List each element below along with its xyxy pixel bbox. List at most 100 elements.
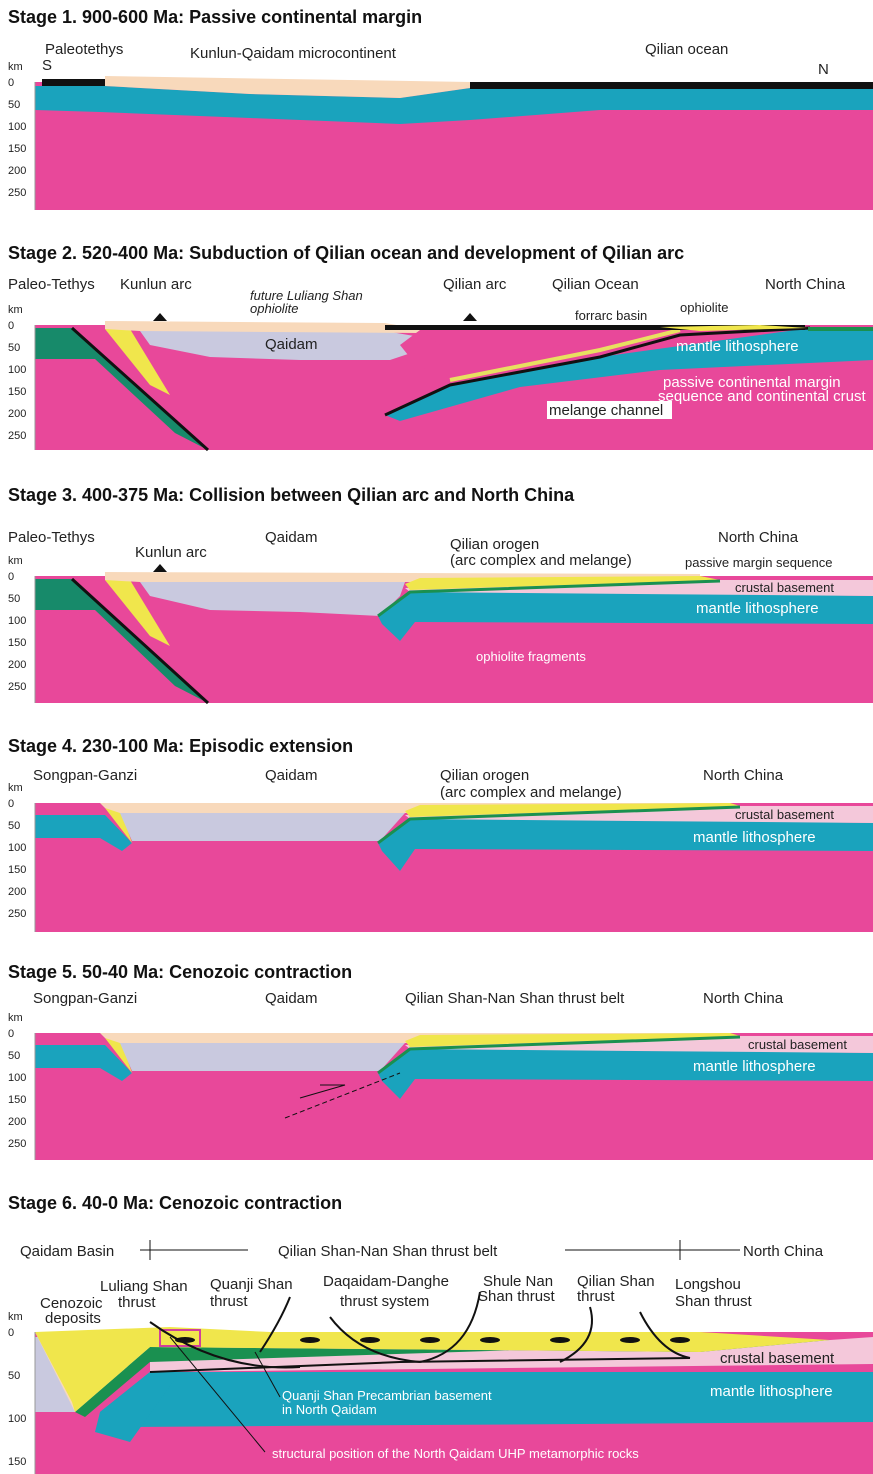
label: ophiolite — [250, 301, 298, 316]
label: ophiolite — [680, 300, 728, 315]
mantle — [100, 1372, 873, 1427]
label: Paleo-Tethys — [8, 529, 95, 546]
depth-label: 100 — [8, 1413, 26, 1425]
margin — [377, 579, 721, 618]
label: mantle lithosphere — [710, 1383, 833, 1400]
depth-label: 200 — [8, 659, 26, 671]
depth-label: 50 — [8, 99, 20, 111]
depth-label: 0 — [8, 1028, 14, 1040]
margin — [808, 327, 873, 331]
label: Shule Nan — [483, 1273, 553, 1290]
depth-label: km — [8, 1012, 23, 1024]
label: North China — [718, 529, 799, 546]
mantle — [35, 815, 132, 851]
depth-label: km — [8, 1311, 23, 1323]
slab — [35, 579, 208, 703]
label: Qaidam — [265, 529, 318, 546]
margin — [377, 805, 741, 845]
label: Qilian orogen — [440, 767, 529, 784]
label: Qilian Ocean — [552, 276, 639, 293]
label: mantle lithosphere — [696, 600, 819, 617]
subduction — [70, 326, 210, 452]
depth-label: 100 — [8, 842, 26, 854]
depth-label: 150 — [8, 637, 26, 649]
depth-label: 100 — [8, 615, 26, 627]
orogen — [405, 803, 740, 817]
label-box — [547, 401, 672, 419]
stage-title: Stage 4. 230-100 Ma: Episodic extension — [8, 736, 353, 756]
orogen — [35, 1327, 830, 1412]
label: thrust system — [340, 1293, 429, 1310]
label: in North Qaidam — [282, 1402, 377, 1417]
depth-label: 50 — [8, 342, 20, 354]
label: Qaidam Basin — [20, 1243, 114, 1260]
forearc — [660, 325, 808, 331]
label: Qilian orogen — [450, 536, 539, 553]
label: North China — [743, 1243, 824, 1260]
depth-label: 0 — [8, 320, 14, 332]
wedge — [105, 580, 170, 646]
depth-label: 100 — [8, 1072, 26, 1084]
label: Qilian arc — [443, 276, 507, 293]
depth-label: 0 — [8, 77, 14, 89]
section — [35, 803, 873, 932]
depth-label: 150 — [8, 143, 26, 155]
label: S — [42, 57, 52, 74]
uhp-box — [159, 1329, 201, 1347]
wedge — [105, 808, 132, 843]
label: future Luliang Shan — [250, 288, 363, 303]
volcano — [463, 313, 477, 321]
mantle — [95, 1372, 180, 1442]
margin — [377, 1035, 741, 1075]
leader — [169, 1336, 266, 1453]
depth-label: 150 — [8, 1094, 26, 1106]
depth-label: 50 — [8, 1050, 20, 1062]
label: passive continental margin — [663, 374, 841, 391]
label: thrust — [118, 1294, 156, 1311]
depth-label: 200 — [8, 408, 26, 420]
label: crustal basement — [748, 1037, 847, 1052]
slab-top — [384, 326, 811, 417]
label: Qaidam — [265, 336, 318, 353]
label: ophiolite fragments — [476, 649, 586, 664]
depth-label: 150 — [8, 864, 26, 876]
stage-title: Stage 6. 40-0 Ma: Cenozoic contraction — [8, 1193, 342, 1213]
depth-label: km — [8, 782, 23, 794]
label: Songpan-Ganzi — [33, 767, 137, 784]
label: Quanji Shan Precambrian basement — [282, 1388, 492, 1403]
label: Quanji Shan — [210, 1276, 293, 1293]
depth-label: 50 — [8, 593, 20, 605]
depth-label: 250 — [8, 430, 26, 442]
label: Paleo-Tethys — [8, 276, 95, 293]
label: sequence and continental crust — [658, 388, 866, 405]
label: (arc complex and melange) — [450, 552, 632, 569]
qaidam — [120, 813, 405, 841]
basement — [405, 580, 873, 596]
label: crustal basement — [735, 580, 834, 595]
label: thrust — [577, 1288, 615, 1305]
label: Shan thrust — [478, 1288, 556, 1305]
label: thrust — [210, 1293, 248, 1310]
section — [35, 1291, 873, 1474]
qaidam — [120, 1043, 405, 1071]
depth-label: 0 — [8, 1327, 14, 1339]
depth-label: 100 — [8, 121, 26, 133]
label: Kunlun-Qaidam microcontinent — [190, 45, 397, 62]
volcano — [153, 564, 167, 572]
label: Shan thrust — [675, 1293, 753, 1310]
section — [35, 76, 873, 210]
depth-label: 50 — [8, 820, 20, 832]
label: Luliang Shan — [100, 1278, 188, 1295]
basement — [405, 1036, 873, 1053]
melange — [449, 328, 681, 382]
label: mantle lithosphere — [693, 829, 816, 846]
wedge — [105, 1038, 132, 1073]
leader — [254, 1351, 281, 1398]
mantle — [378, 590, 873, 641]
label: Qaidam — [265, 990, 318, 1007]
label: Qilian Shan-Nan Shan thrust belt — [405, 990, 625, 1007]
depth-label: 50 — [8, 1370, 20, 1382]
label: Qilian Shan — [577, 1273, 655, 1290]
label: North China — [765, 276, 846, 293]
